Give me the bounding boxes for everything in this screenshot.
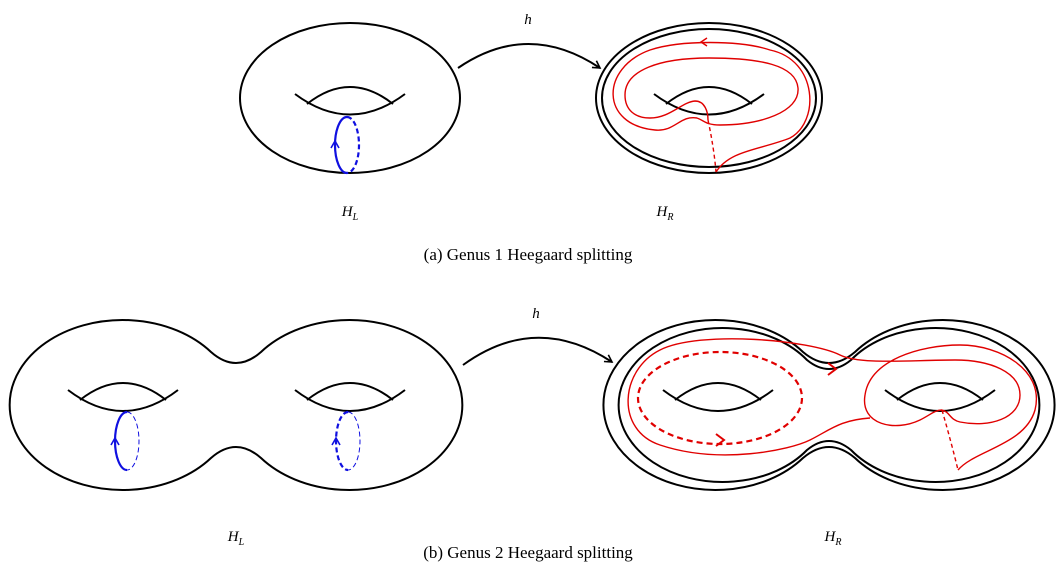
double-torus-left bbox=[10, 320, 463, 490]
panel-b: h HL HR (b) Genus 2 Heegaard splitting bbox=[10, 306, 1055, 562]
hole bbox=[666, 87, 752, 104]
hole bbox=[295, 94, 405, 115]
hole bbox=[307, 87, 393, 104]
meridian-hidden bbox=[347, 117, 359, 173]
left-label: HL bbox=[227, 529, 245, 548]
label-sub: R bbox=[666, 212, 673, 223]
figure: h HL HR (a) Genus 1 Heegaard splitting h bbox=[0, 0, 1056, 565]
right-label: HR bbox=[824, 529, 842, 548]
caption: (a) Genus 1 Heegaard splitting bbox=[424, 245, 633, 264]
hole bbox=[307, 383, 393, 400]
curve bbox=[865, 345, 1037, 470]
label-sub: R bbox=[834, 537, 841, 548]
dashed-loop bbox=[638, 352, 802, 444]
torus-right bbox=[596, 23, 822, 173]
caption: (b) Genus 2 Heegaard splitting bbox=[423, 543, 633, 562]
torus-right-inner bbox=[602, 29, 816, 167]
label-sub: L bbox=[352, 212, 359, 223]
hole bbox=[675, 383, 761, 400]
curve-hidden bbox=[942, 410, 958, 470]
hole bbox=[897, 383, 983, 400]
map-arrow bbox=[463, 338, 612, 365]
map-label: h bbox=[532, 306, 540, 322]
curve-hidden bbox=[708, 120, 716, 172]
right-label: HR bbox=[656, 204, 674, 223]
map-label: h bbox=[524, 12, 532, 28]
panel-a: h HL HR (a) Genus 1 Heegaard splitting bbox=[240, 12, 822, 264]
hole bbox=[654, 94, 764, 115]
torus-left bbox=[240, 23, 460, 173]
hole bbox=[68, 390, 178, 411]
map-arrow bbox=[458, 44, 600, 68]
label-sub: L bbox=[238, 537, 245, 548]
hole bbox=[295, 390, 405, 411]
hole bbox=[80, 383, 166, 400]
left-label: HL bbox=[341, 204, 359, 223]
hole bbox=[885, 390, 995, 411]
hole bbox=[663, 390, 773, 411]
